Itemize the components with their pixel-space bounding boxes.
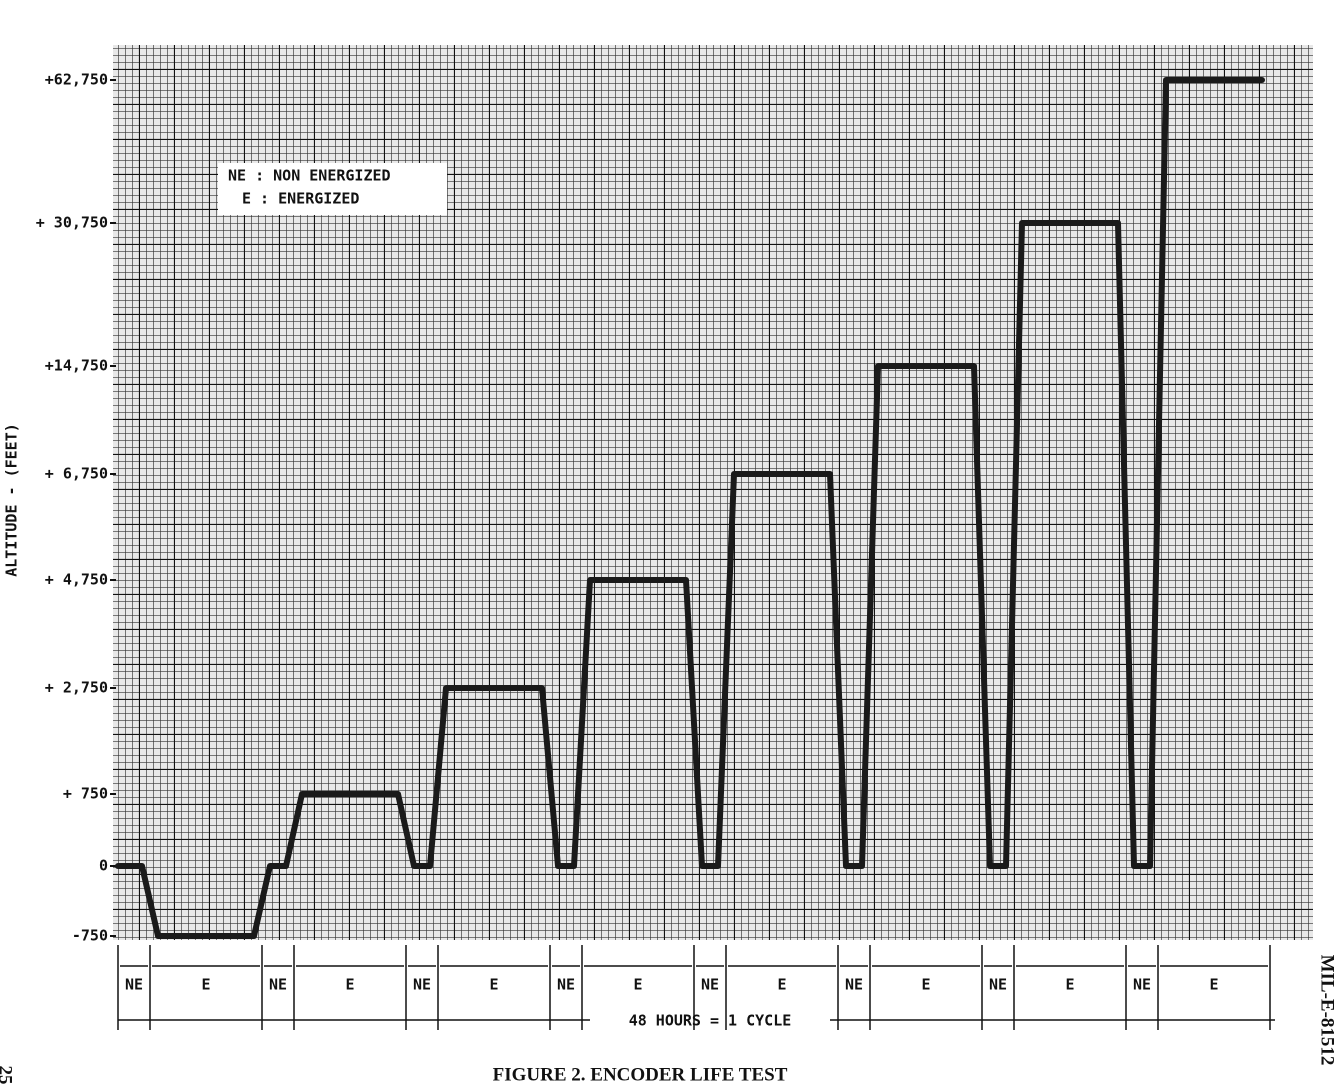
transition [539, 687, 561, 867]
legend-entry: E : ENERGIZED [242, 190, 359, 208]
y-tick-label: +62,750 [45, 71, 108, 89]
cycle-label: 48 HOURS = 1 CYCLE [629, 1012, 792, 1030]
figure-caption: FIGURE 2. ENCODER LIFE TEST [493, 1064, 788, 1085]
transition [827, 473, 849, 867]
segment-label: NE [989, 976, 1007, 994]
transition [571, 579, 593, 867]
y-tick-label: + 2,750 [45, 679, 108, 697]
transition [1115, 222, 1137, 867]
segment-label: NE [701, 976, 719, 994]
y-tick-label: + 750 [63, 785, 108, 803]
segment-label: NE [557, 976, 575, 994]
page-number: 25 [0, 1066, 16, 1085]
legend-entry: NE : NON ENERGIZED [228, 167, 391, 185]
y-tick-label: +14,750 [45, 357, 108, 375]
side-label: MIL-E-81512 [1317, 955, 1338, 1066]
y-tick-label: + 4,750 [45, 571, 108, 589]
transition [683, 579, 705, 867]
y-tick-label: + 30,750 [36, 214, 108, 232]
segment-label: NE [413, 976, 431, 994]
y-axis-label: ALTITUDE - (FEET) [3, 423, 21, 577]
legend-box [218, 163, 447, 215]
y-tick-label: + 6,750 [45, 465, 108, 483]
transition [859, 365, 881, 867]
segment-label: NE [845, 976, 863, 994]
transition [971, 365, 993, 867]
segment-label: E [633, 976, 642, 994]
transition [1003, 222, 1025, 867]
segment-label: NE [269, 976, 287, 994]
segment-label: NE [1133, 976, 1151, 994]
transition [715, 473, 737, 867]
transition [395, 793, 417, 867]
segment-label: E [1209, 976, 1218, 994]
segment-label: E [1065, 976, 1074, 994]
segment-label: E [777, 976, 786, 994]
segment-label: E [345, 976, 354, 994]
y-tick-label: 0 [99, 857, 108, 875]
transition [139, 865, 161, 937]
transition [251, 865, 273, 937]
transition [427, 687, 449, 867]
y-tick-label: -750 [72, 927, 108, 945]
cycle-label-bg [590, 1010, 830, 1030]
transition [283, 793, 305, 867]
segment-label: E [489, 976, 498, 994]
segment-label: E [201, 976, 210, 994]
segment-label: E [921, 976, 930, 994]
transition [1147, 79, 1169, 867]
segment-label: NE [125, 976, 143, 994]
